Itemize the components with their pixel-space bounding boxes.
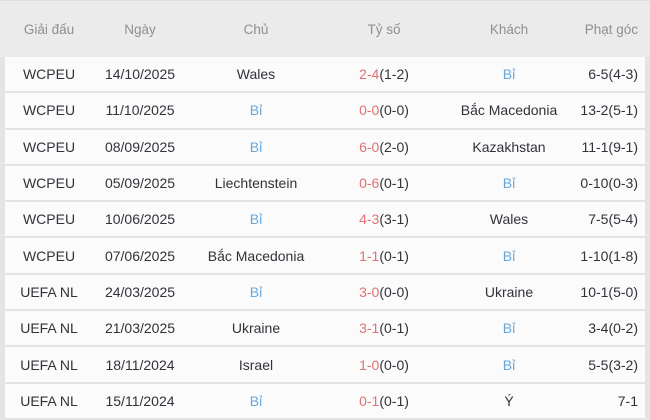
half-time-score: (0-1) [379, 247, 409, 264]
home-team-cell: Ukraine [231, 320, 281, 337]
home-team-cell: Bỉ [249, 102, 263, 119]
full-time-score: 0-0 [359, 102, 380, 119]
full-time-score: 1-1 [359, 247, 380, 264]
date-cell: 14/10/2025 [104, 66, 176, 83]
away-team-cell: Wales [489, 211, 529, 228]
column-header-away: Khách [489, 21, 529, 37]
score-cell: 3-0(0-0) [325, 284, 443, 300]
column-header-score: Tỷ số [367, 21, 401, 37]
tournament-cell: UEFA NL [20, 320, 78, 337]
score-cell: 3-1(0-1) [325, 320, 443, 336]
home-team-cell: Bắc Macedonia [207, 247, 305, 264]
half-time-score: (0-0) [379, 356, 409, 373]
full-time-score: 0-1 [359, 392, 380, 409]
score-cell: 2-4(1-2) [325, 66, 443, 82]
score-cell: 6-0(2-0) [325, 139, 443, 155]
tournament-cell: UEFA NL [20, 356, 78, 373]
away-team-cell: Bỉ [502, 320, 516, 337]
header-row: Giải đấu Ngày Chủ Tỷ số Khách Phạt góc [0, 0, 650, 57]
match-row: UEFA NL 24/03/2025 Bỉ 3-0(0-0) Ukraine 10-1(5… [5, 274, 645, 310]
home-team-cell: Bỉ [249, 392, 263, 409]
score-cell: 0-6(0-1) [325, 175, 443, 191]
away-team-cell: Ukraine [484, 283, 534, 300]
half-time-score: (2-0) [379, 138, 409, 155]
tournament-cell: UEFA NL [20, 283, 78, 300]
date-cell: 07/06/2025 [104, 247, 176, 264]
match-row: WCPEU 11/10/2025 Bỉ 0-0(0-0) Bắc Macedonia 13… [5, 93, 645, 128]
score-cell: 1-0(0-0) [325, 357, 443, 373]
date-cell: 08/09/2025 [104, 138, 176, 155]
column-header-home: Chủ [243, 21, 269, 37]
date-cell: 10/06/2025 [104, 211, 176, 228]
date-cell: 24/03/2025 [104, 283, 176, 300]
tournament-cell: UEFA NL [20, 392, 78, 409]
half-time-score: (0-0) [379, 102, 409, 119]
home-team-cell: Liechtenstein [214, 175, 298, 192]
tournament-cell: WCPEU [22, 247, 76, 264]
half-time-score: (0-0) [379, 283, 409, 300]
half-time-score: (1-2) [379, 66, 409, 83]
full-time-score: 0-6 [359, 175, 380, 192]
corners-cell: 13-2(5-1) [580, 102, 638, 119]
match-row: UEFA NL 18/11/2024 Israel 1-0(0-0) Bỉ 5-5(3-2… [5, 347, 645, 382]
tournament-cell: WCPEU [22, 211, 76, 228]
score-cell: 0-0(0-0) [325, 102, 443, 118]
away-team-cell: Kazakhstan [472, 138, 546, 155]
column-header-date: Ngày [124, 21, 156, 37]
home-team-cell: Bỉ [249, 211, 263, 228]
match-row: WCPEU 07/06/2025 Bắc Macedonia 1-1(0-1) Bỉ 1-… [5, 238, 645, 273]
corners-cell: 1-10(1-8) [580, 247, 638, 264]
date-cell: 15/11/2024 [105, 392, 175, 409]
full-time-score: 2-4 [359, 66, 380, 83]
home-team-cell: Israel [238, 356, 274, 373]
away-team-cell: Bỉ [502, 356, 516, 373]
full-time-score: 3-1 [359, 320, 380, 337]
away-team-cell: Bắc Macedonia [460, 102, 558, 119]
score-cell: 0-1(0-1) [325, 393, 443, 409]
corners-cell: 3-4(0-2) [588, 320, 638, 337]
match-row: WCPEU 14/10/2025 Wales 2-4(1-2) Bỉ 6-5(4-3) [5, 57, 645, 92]
tournament-cell: WCPEU [22, 102, 76, 119]
match-row: UEFA NL 15/11/2024 Bỉ 0-1(0-1) Ý 7-1 [5, 383, 645, 418]
home-team-cell: Bỉ [249, 138, 263, 155]
score-cell: 4-3(3-1) [325, 211, 443, 227]
full-time-score: 6-0 [359, 138, 380, 155]
table-body: WCPEU 14/10/2025 Wales 2-4(1-2) Bỉ 6-5(4-3) WC… [0, 57, 650, 418]
column-header-corners: Phạt góc [584, 21, 638, 37]
date-cell: 05/09/2025 [104, 175, 176, 192]
home-team-cell: Bỉ [249, 283, 263, 300]
date-cell: 11/10/2025 [105, 102, 175, 119]
corners-cell: 0-10(0-3) [580, 175, 638, 192]
corners-cell: 7-5(5-4) [588, 211, 638, 228]
tournament-cell: WCPEU [22, 66, 76, 83]
match-row: UEFA NL 21/03/2025 Ukraine 3-1(0-1) Bỉ 3-4(0-… [5, 311, 645, 346]
half-time-score: (0-1) [379, 392, 409, 409]
date-cell: 21/03/2025 [104, 320, 176, 337]
match-row: WCPEU 08/09/2025 Bỉ 6-0(2-0) Kazakhstan 11-1(… [5, 129, 645, 164]
match-row: WCPEU 10/06/2025 Bỉ 4-3(3-1) Wales 7-5(5-4) [5, 202, 645, 237]
half-time-score: (0-1) [379, 175, 409, 192]
away-team-cell: Bỉ [502, 175, 516, 192]
half-time-score: (0-1) [379, 320, 409, 337]
match-row: WCPEU 05/09/2025 Liechtenstein 0-6(0-1) Bỉ 0-… [5, 165, 645, 201]
half-time-score: (3-1) [379, 211, 409, 228]
tournament-cell: WCPEU [22, 138, 76, 155]
away-team-cell: Ý [504, 392, 514, 409]
tournament-cell: WCPEU [22, 175, 76, 192]
corners-cell: 5-5(3-2) [588, 356, 638, 373]
corners-cell: 10-1(5-0) [580, 283, 638, 300]
away-team-cell: Bỉ [502, 66, 516, 83]
corners-cell: 11-1(9-1) [581, 138, 638, 155]
corners-cell: 7-1 [617, 392, 638, 409]
full-time-score: 3-0 [359, 283, 380, 300]
full-time-score: 4-3 [359, 211, 380, 228]
home-team-cell: Wales [236, 66, 276, 83]
column-header-tournament: Giải đấu [23, 21, 75, 37]
away-team-cell: Bỉ [502, 247, 516, 264]
date-cell: 18/11/2024 [105, 356, 175, 373]
corners-cell: 6-5(4-3) [588, 66, 638, 83]
score-cell: 1-1(0-1) [325, 248, 443, 264]
full-time-score: 1-0 [359, 356, 380, 373]
